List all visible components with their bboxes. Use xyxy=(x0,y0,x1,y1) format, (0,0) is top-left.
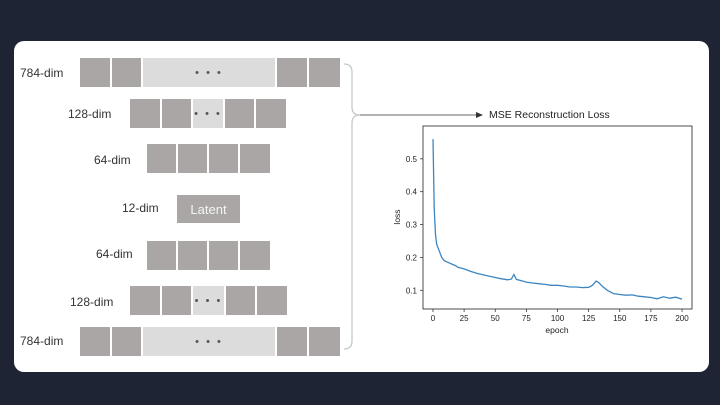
layer-784-output: • • • xyxy=(80,327,340,356)
layer-label-64-encoder: 64-dim xyxy=(94,153,131,167)
ellipsis-block: • • • xyxy=(143,58,277,87)
neuron-block xyxy=(309,58,340,87)
neuron-block xyxy=(147,144,178,173)
layer-784-input: • • • xyxy=(80,58,340,87)
neuron-block xyxy=(257,286,287,315)
x-tick-label: 50 xyxy=(491,314,500,323)
neuron-block xyxy=(256,99,286,128)
layer-label-128-decoder: 128-dim xyxy=(70,295,114,309)
layer-128-decoder: • • • xyxy=(130,286,287,315)
neuron-block xyxy=(80,327,112,356)
neuron-block xyxy=(130,99,162,128)
x-tick-label: 0 xyxy=(431,314,436,323)
x-ticks: 0 25 50 75 100 125 150 175 200 xyxy=(431,309,689,323)
layer-64-encoder xyxy=(147,144,270,173)
x-tick-label: 150 xyxy=(613,314,627,323)
neuron-block xyxy=(277,58,309,87)
y-tick-label: 0.5 xyxy=(406,155,418,164)
neuron-block xyxy=(178,144,209,173)
neuron-block xyxy=(225,99,256,128)
bracket-line xyxy=(343,63,361,350)
neuron-block xyxy=(240,144,270,173)
neuron-block xyxy=(178,241,209,270)
x-tick-label: 75 xyxy=(522,314,531,323)
latent-block: Latent xyxy=(177,195,240,223)
neuron-block xyxy=(130,286,162,315)
y-axis-label: loss xyxy=(392,209,402,224)
y-tick-label: 0.3 xyxy=(406,221,418,230)
neuron-block xyxy=(112,327,143,356)
neuron-block xyxy=(309,327,340,356)
arrow-head xyxy=(476,112,483,118)
bracket-arrow xyxy=(343,63,483,350)
y-tick-label: 0.2 xyxy=(406,253,418,262)
ellipsis-block: • • • xyxy=(193,286,226,315)
neuron-block xyxy=(162,99,193,128)
x-tick-label: 200 xyxy=(675,314,689,323)
neuron-block xyxy=(162,286,193,315)
y-ticks: 0.1 0.2 0.3 0.4 0.5 xyxy=(406,155,423,295)
autoencoder-diagram: 784-dim • • • 128-dim • • • 64-dim 12-di… xyxy=(14,41,709,372)
ellipsis-block: • • • xyxy=(143,327,277,356)
slide-card: 784-dim • • • 128-dim • • • 64-dim 12-di… xyxy=(14,41,709,372)
x-tick-label: 175 xyxy=(644,314,658,323)
neuron-block xyxy=(147,241,178,270)
arrow-label: MSE Reconstruction Loss xyxy=(489,109,610,121)
layer-label-latent: 12-dim xyxy=(122,201,159,215)
neuron-block xyxy=(240,241,270,270)
neuron-block xyxy=(277,327,309,356)
layer-label-784-output: 784-dim xyxy=(20,334,64,348)
layer-64-decoder xyxy=(147,241,270,270)
loss-curve xyxy=(432,139,683,300)
loss-chart: 0.1 0.2 0.3 0.4 0.5 0 25 50 75 100 125 150 175 200 e… xyxy=(392,125,693,335)
x-tick-label: 25 xyxy=(460,314,469,323)
ellipsis-block: • • • xyxy=(193,99,225,128)
neuron-block xyxy=(80,58,112,87)
plot-frame xyxy=(422,125,693,310)
layer-label-128-encoder: 128-dim xyxy=(68,107,112,121)
x-tick-label: 125 xyxy=(582,314,596,323)
neuron-block xyxy=(209,241,240,270)
neuron-block xyxy=(209,144,240,173)
layer-label-784-input: 784-dim xyxy=(20,66,64,80)
layer-128-encoder: • • • xyxy=(130,99,286,128)
neuron-block xyxy=(112,58,143,87)
y-tick-label: 0.1 xyxy=(406,286,418,295)
y-tick-label: 0.4 xyxy=(406,188,418,197)
layer-label-64-decoder: 64-dim xyxy=(96,247,133,261)
x-axis-label: epoch xyxy=(545,325,568,335)
x-tick-label: 100 xyxy=(551,314,565,323)
neuron-block xyxy=(226,286,257,315)
